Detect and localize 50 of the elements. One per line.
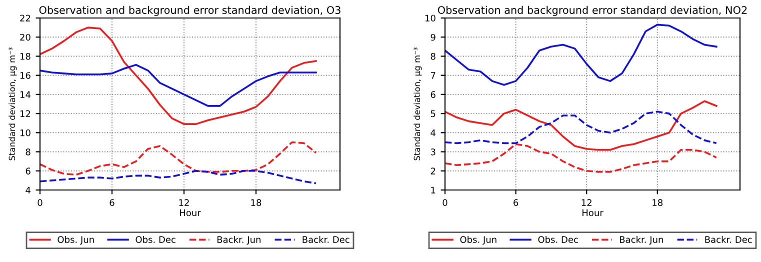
y-tick-label: 4 xyxy=(430,130,436,136)
y-tick-label: 8 xyxy=(430,52,436,60)
x-tick-label: 18 xyxy=(652,199,663,206)
x-tick-label: 6 xyxy=(514,199,518,206)
x-tick-label: 0 xyxy=(442,199,448,206)
line-series xyxy=(445,143,718,173)
y-tick-label: 12 xyxy=(20,110,30,117)
legend-label: Backr. Jun xyxy=(217,236,260,245)
y-tick-label: 8 xyxy=(26,148,30,156)
y-tick-label: 1 xyxy=(431,186,436,194)
y-tick-label: 22 xyxy=(20,14,30,22)
y-tick-label: 5 xyxy=(430,110,436,118)
line-series xyxy=(445,110,718,144)
legend-label: Backr. Dec xyxy=(302,236,350,243)
y-tick-label: 6 xyxy=(430,91,436,98)
line-series xyxy=(40,26,317,125)
line-series xyxy=(40,64,317,107)
legend-label: Obs. Dec xyxy=(538,236,578,243)
y-tick-label: 2 xyxy=(430,168,436,174)
y-tick-label: 7 xyxy=(430,72,436,79)
y-tick-label: 10 xyxy=(20,129,30,136)
x-tick-label: 12 xyxy=(179,199,189,206)
x-tick-label: 0 xyxy=(38,199,42,206)
y-axis-title: Standard deviation, μg m⁻³ xyxy=(414,48,422,160)
y-tick-label: 4 xyxy=(26,186,30,194)
x-tick-label: 12 xyxy=(582,199,592,206)
x-axis-title: Hour xyxy=(582,209,604,216)
x-tick-label: 18 xyxy=(251,199,262,206)
y-tick-label: 18 xyxy=(20,52,30,60)
y-tick-label: 16 xyxy=(20,72,30,79)
legend-label: Obs. Jun xyxy=(460,236,496,245)
y-tick-label: 10 xyxy=(425,14,436,22)
line-series xyxy=(445,24,718,86)
y-tick-label: 6 xyxy=(26,168,30,174)
x-tick-label: 6 xyxy=(110,199,114,206)
y-tick-label: 14 xyxy=(20,91,30,98)
chart-title: Observation and background error standard deviation, NO2 xyxy=(438,6,747,16)
y-axis-title: Standard deviation, μg m⁻³ xyxy=(8,48,17,160)
legend-label: Obs. Dec xyxy=(136,236,176,243)
y-tick-label: 9 xyxy=(430,34,436,41)
line-series xyxy=(445,100,718,151)
legend-label: Obs. Jun xyxy=(58,236,94,245)
line-series xyxy=(40,170,317,184)
legend-label: Backr. Jun xyxy=(620,236,663,245)
legend-label: Backr. Dec xyxy=(705,236,752,243)
chart-title: Observation and background error standard deviation, O3 xyxy=(39,6,340,16)
line-series xyxy=(40,141,317,176)
y-tick-label: 3 xyxy=(430,148,436,156)
x-axis-title: Hour xyxy=(180,209,201,216)
y-tick-label: 20 xyxy=(20,34,30,41)
